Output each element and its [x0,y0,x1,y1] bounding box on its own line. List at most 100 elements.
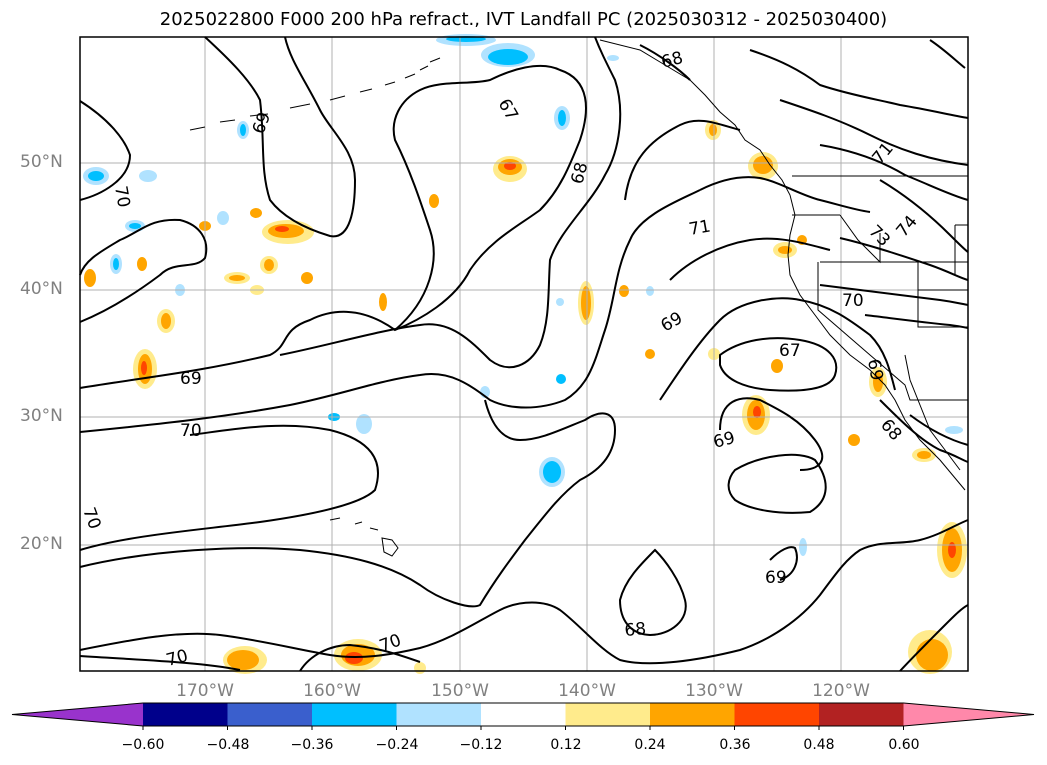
negative-anomaly-blob [799,538,807,556]
lon-label: 170°W [176,681,234,701]
contour-line [624,119,741,201]
map-title: 2025022800 F000 200 hPa refract., IVT La… [159,9,888,30]
negative-anomaly-blob [646,286,654,296]
colorbar-tick-label: −0.12 [459,737,503,753]
contour-line [79,100,132,201]
contour-line [819,144,969,201]
contour-label: 67 [494,96,522,125]
negative-anomaly-blob [88,171,104,181]
contour-line [899,604,969,672]
lon-label: 120°W [812,681,870,701]
hawaii-islands [329,517,399,557]
contour-label: 69 [711,428,737,453]
contour-line [79,424,379,551]
negative-anomaly-blob [558,110,566,126]
positive-anomaly-blob [429,194,439,208]
contour-line [909,414,969,446]
positive-anomaly-blob [753,156,773,174]
colorbar-tick-label: 0.60 [888,737,920,753]
lon-label: 140°W [558,681,616,701]
contour-label: 68 [568,160,593,186]
negative-anomaly-blob [129,223,141,229]
colorbar-extend-high [903,703,1034,726]
colorbar-segment [143,703,228,726]
positive-anomaly-blob [645,349,655,359]
contour-line [879,399,969,463]
contour-line [79,399,617,608]
contour-line [299,643,421,672]
positive-anomaly-blob [619,285,629,297]
contour-label: 71 [687,216,712,239]
contour-line [819,284,969,306]
contour-line [879,179,969,253]
contour-line [79,64,587,389]
negative-anomaly-blob [356,414,372,434]
positive-anomaly-blob [264,259,274,271]
positive-anomaly-blob [379,293,387,311]
colorbar-segment [396,703,482,726]
contour-line [769,546,798,581]
colorbar-tick-label: 0.48 [803,737,835,753]
contour-label: 68 [624,619,647,641]
contour-line [864,314,969,329]
contour-line [79,189,701,433]
positive-anomaly-blob [141,361,147,375]
positive-anomaly-blob [753,406,761,418]
colorbar-segment [227,703,313,726]
contour-label: 69 [249,110,275,137]
negative-anomaly-blob [607,55,619,61]
positive-anomaly-blob [917,451,931,459]
positive-anomaly-blob [916,639,948,671]
contour-label: 69 [863,357,886,382]
positive-anomaly-blob [414,662,426,674]
colorbar-tick-label: −0.48 [206,737,250,753]
colorbar-segment [481,703,566,726]
colorbar-segment [650,703,735,726]
positive-anomaly-blob [301,272,313,284]
contour-label: 70 [842,291,864,311]
contour-line [669,237,831,281]
colorbar-tick-label: −0.24 [375,737,419,753]
colorbar-tick-label: 0.36 [719,737,751,753]
contour-label: 70 [180,421,202,441]
contour-line [719,397,824,471]
colorbar-segment [312,703,397,726]
positive-anomaly-blob [229,275,245,281]
contour-line [618,548,687,637]
colorbar-segment [819,703,904,726]
negative-anomaly-blob [556,298,564,306]
positive-anomaly-blob [778,246,792,254]
contour-label: 70 [164,646,190,671]
contour-label: 74 [893,212,922,241]
lat-label: 30°N [20,406,63,426]
contour-label: 68 [659,48,685,73]
positive-anomaly-blob [84,269,96,287]
positive-anomaly-blob [250,208,262,218]
contour-label: 69 [180,369,202,389]
plot-frame [79,36,969,672]
colorbar-tick-label: 0.24 [634,737,666,753]
positive-anomaly-blob [771,359,783,373]
contour-label: 70 [110,184,133,209]
positive-anomaly-blob [161,313,171,329]
negative-anomaly-blob [543,461,561,483]
contour-line [659,297,896,401]
graticule [80,37,968,671]
lat-label: 20°N [20,534,63,554]
contour-line [204,36,357,238]
contour-line [929,39,966,69]
aleutian-islands [189,57,441,131]
negative-anomaly-blob [217,211,229,225]
california-border [817,262,968,401]
lon-label: 130°W [685,681,743,701]
contour-line [79,218,208,323]
contour-label: 67 [779,341,801,361]
positive-anomaly-blob [709,124,717,136]
contour-line [699,176,871,213]
colorbar-extend-low [12,703,143,726]
lat-label: 40°N [20,279,63,299]
lon-label: 150°W [431,681,489,701]
colorbar [11,702,1035,730]
contour-line [639,44,691,81]
